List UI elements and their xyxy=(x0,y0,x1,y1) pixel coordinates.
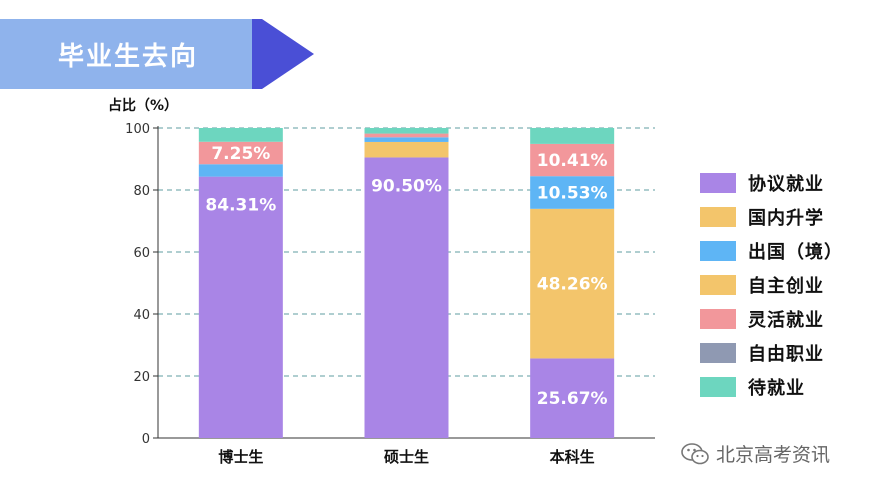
legend-swatch xyxy=(700,275,736,295)
legend-label: 出国（境） xyxy=(748,242,843,263)
data-label: 48.26% xyxy=(537,275,608,295)
y-tick-label: 60 xyxy=(133,246,150,261)
y-axis-label: 占比（%） xyxy=(108,97,178,114)
bar-segment xyxy=(198,176,283,439)
legend-item: 出国（境） xyxy=(700,234,843,268)
watermark-text: 北京高考资讯 xyxy=(716,444,831,466)
bar-segment xyxy=(530,208,615,359)
data-label: 7.25% xyxy=(211,144,270,164)
data-label: 10.53% xyxy=(537,183,608,203)
banner-arrow-band xyxy=(252,19,262,89)
bar-segment xyxy=(364,128,449,134)
watermark: 北京高考资讯 xyxy=(680,440,830,467)
bar-segment xyxy=(198,141,283,165)
legend-label: 待就业 xyxy=(748,378,805,399)
y-tick-label: 80 xyxy=(133,184,150,199)
chart-legend: 协议就业国内升学出国（境） 自主创业灵活就业自由职业待就业 xyxy=(700,166,843,404)
legend-item: 待就业 xyxy=(700,370,843,404)
y-tick-label: 40 xyxy=(133,308,150,323)
banner-arrow-icon xyxy=(262,19,314,89)
legend-label: 灵活就业 xyxy=(748,310,824,331)
legend-label: 自由职业 xyxy=(748,344,824,365)
bar-segment xyxy=(364,141,449,158)
bar-segment xyxy=(364,137,449,142)
legend-label: 自主创业 xyxy=(748,276,824,297)
wechat-icon xyxy=(681,442,709,464)
legend-swatch xyxy=(700,377,736,397)
title-banner: 毕业生去向 xyxy=(0,19,262,89)
legend-item: 自由职业 xyxy=(700,336,843,370)
y-tick-label: 20 xyxy=(133,370,150,385)
bar-segment xyxy=(530,358,615,438)
x-tick-label: 博士生 xyxy=(218,448,263,466)
bar-segment xyxy=(198,128,283,142)
page-title: 毕业生去向 xyxy=(58,41,199,72)
data-label: 84.31% xyxy=(205,196,276,216)
legend-label: 国内升学 xyxy=(748,208,824,229)
data-label: 90.50% xyxy=(371,176,442,196)
bar-segment xyxy=(530,143,615,177)
legend-swatch xyxy=(700,241,736,261)
bar-segment xyxy=(364,133,449,138)
x-tick-label: 硕士生 xyxy=(384,448,429,466)
bar-segment xyxy=(530,176,615,209)
x-tick-label: 本科生 xyxy=(550,448,595,466)
legend-swatch xyxy=(700,309,736,329)
legend-swatch xyxy=(700,343,736,363)
legend-swatch xyxy=(700,173,736,193)
data-label: 10.41% xyxy=(537,151,608,171)
bar-segment xyxy=(530,128,615,144)
y-tick-label: 100 xyxy=(125,122,150,137)
legend-swatch xyxy=(700,207,736,227)
data-label: 25.67% xyxy=(537,389,608,409)
legend-item: 国内升学 xyxy=(700,200,843,234)
legend-item: 灵活就业 xyxy=(700,302,843,336)
legend-item: 协议就业 xyxy=(700,166,843,200)
y-tick-label: 0 xyxy=(142,432,150,447)
legend-label: 协议就业 xyxy=(748,174,824,195)
legend-item: 自主创业 xyxy=(700,268,843,302)
bar-segment xyxy=(364,157,449,438)
bar-segment xyxy=(198,164,283,177)
